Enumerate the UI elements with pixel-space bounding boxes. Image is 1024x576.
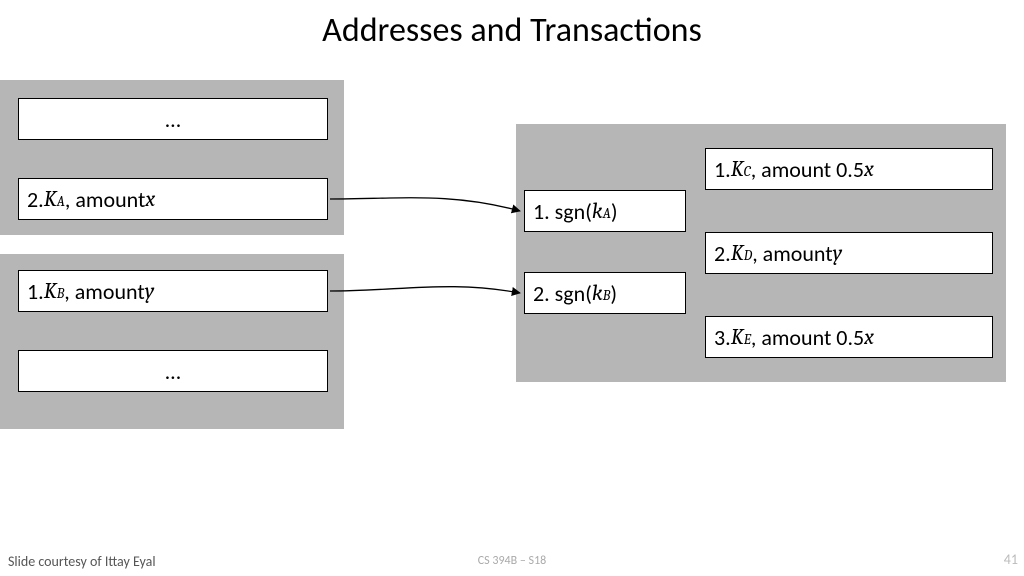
footer-right: 41 [1004, 551, 1018, 568]
slide-title: Addresses and Transactions [0, 10, 1024, 51]
arrow-paths [330, 198, 520, 293]
footer-center: CS 394B – S18 [0, 554, 1024, 568]
row-cell: 2. KD, amount y [705, 232, 993, 274]
row-cell: 2. sgn(kB) [524, 272, 686, 314]
row-cell: 2. KA, amount x [18, 178, 328, 220]
row-cell: 1. KC, amount 0.5x [705, 148, 993, 190]
slide: Addresses and Transactions Slide courtes… [0, 0, 1024, 576]
row-cell: 3. KE, amount 0.5x [705, 316, 993, 358]
row-cell: 1. KB, amount y [18, 270, 328, 312]
row-cell: … [18, 98, 328, 140]
row-cell: … [18, 350, 328, 392]
row-cell: 1. sgn(kA) [524, 190, 686, 232]
